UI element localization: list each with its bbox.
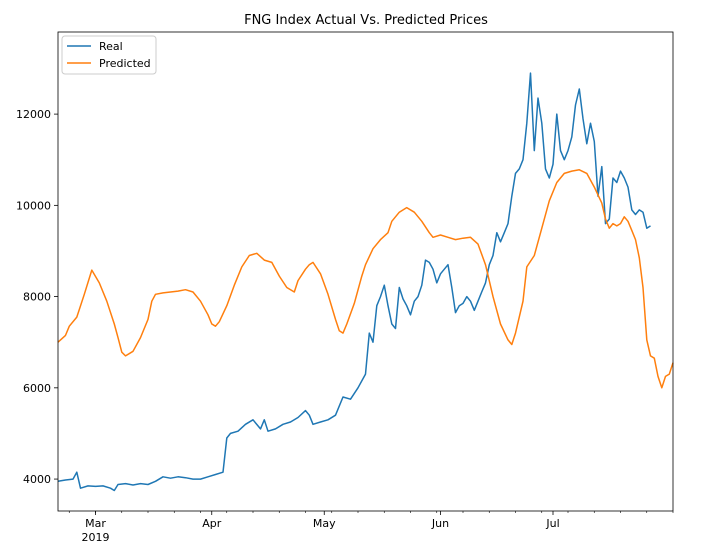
y-tick-label: 4000 (23, 473, 51, 486)
x-tick-label: Apr (202, 517, 222, 530)
chart-title: FNG Index Actual Vs. Predicted Prices (244, 13, 488, 28)
y-tick-label: 8000 (23, 291, 51, 304)
x-tick-label: Mar (85, 517, 106, 530)
plot-frame (57, 31, 674, 512)
x-tick-sublabel: 2019 (82, 531, 110, 544)
legend: Real Predicted (61, 35, 157, 75)
series-line-real (57, 72, 651, 492)
legend-label-predicted: Predicted (99, 57, 151, 70)
x-tick-label: Jul (545, 517, 559, 530)
y-tick-label: 12000 (16, 108, 51, 121)
series-layer (57, 72, 674, 492)
x-tick-label: May (313, 517, 336, 530)
y-tick-label: 10000 (16, 199, 51, 212)
x-tick-label: Jun (431, 517, 449, 530)
series-line-predicted (57, 169, 674, 389)
y-tick-label: 6000 (23, 382, 51, 395)
legend-label-real: Real (99, 40, 123, 53)
